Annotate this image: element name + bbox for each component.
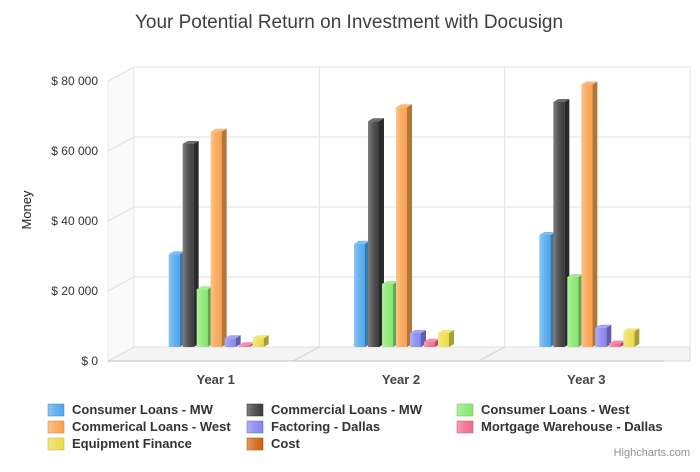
y-tick-label: $ 60 000 [51, 144, 98, 158]
bar-top [396, 104, 412, 108]
bar [410, 333, 421, 347]
bar-top [252, 335, 269, 339]
bar [539, 235, 551, 347]
legend-item[interactable]: Commerical Loans - West [47, 419, 231, 434]
legend: Consumer Loans - MW Commercial Loans - MW… [47, 402, 663, 451]
y-axis-title: Money [19, 190, 34, 230]
bar-side [263, 335, 269, 347]
bar-side [606, 324, 612, 347]
legend-label: Commerical Loans - West [72, 419, 231, 434]
legend-swatch [246, 420, 264, 434]
bar-top [382, 281, 398, 284]
bar [424, 341, 435, 347]
bar [553, 102, 565, 347]
bar [438, 333, 449, 347]
bar-top [539, 232, 556, 235]
category-separator-floor [293, 346, 320, 362]
bar-top [567, 274, 584, 277]
bar-side [634, 328, 640, 347]
legend-swatch [246, 437, 264, 451]
bar [354, 243, 365, 347]
bar-side [221, 128, 227, 347]
legend-item[interactable]: Factoring - Dallas [246, 419, 380, 434]
bar-top [410, 330, 426, 333]
bar [196, 289, 208, 347]
legend-label: Equipment Finance [72, 436, 192, 451]
y-gridline-side [107, 346, 135, 362]
y-gridline-side [107, 66, 135, 82]
bar-top [368, 118, 384, 122]
bar-top [581, 81, 598, 85]
bar-side [235, 335, 241, 347]
bar [609, 343, 621, 347]
bar-top [623, 328, 640, 332]
legend-item[interactable]: Consumer Loans - MW [47, 402, 214, 417]
legend-swatch [47, 437, 65, 451]
bar-top [238, 342, 255, 346]
bar-side [592, 81, 598, 347]
bar-top [196, 286, 213, 290]
bar-top [210, 128, 227, 132]
credit-link[interactable]: Highcharts.com [613, 447, 690, 459]
bar [581, 84, 593, 347]
bar-top [224, 335, 241, 339]
y-tick-label: $ 80 000 [51, 74, 98, 88]
legend-item[interactable]: Consumer Loans - West [456, 402, 630, 417]
bar [238, 345, 250, 347]
bar-top [424, 338, 440, 342]
legend-label: Factoring - Dallas [271, 419, 380, 434]
bar [224, 338, 236, 347]
legend-swatch [47, 403, 65, 417]
bar-top [609, 340, 626, 344]
bar-side [407, 104, 412, 347]
bar [396, 107, 407, 347]
legend-swatch [47, 420, 65, 434]
x-tick-label: Year 3 [567, 372, 605, 387]
x-tick-label: Year 2 [382, 372, 420, 387]
bar [368, 121, 379, 347]
bar [567, 277, 579, 347]
bar-top [354, 240, 370, 244]
x-tick-label: Year 1 [197, 372, 235, 387]
bar [168, 254, 180, 347]
category-separator-floor [478, 346, 505, 362]
y-gridline-side [107, 136, 135, 152]
legend-item[interactable]: Cost [246, 436, 301, 451]
legend-label: Consumer Loans - West [481, 402, 630, 417]
bar-top [182, 141, 199, 144]
legend-item[interactable]: Equipment Finance [47, 436, 192, 451]
legend-swatch [456, 403, 474, 417]
bar-top [553, 99, 570, 102]
plot-area: $ 0 $ 20 000 $ 40 000 $ 60 000 $ 80 000 Year … [51, 66, 691, 387]
y-gridline-side [107, 276, 135, 292]
bar [595, 327, 607, 347]
bar [210, 131, 222, 347]
y-tick-label: $ 20 000 [51, 284, 98, 298]
legend-label: Consumer Loans - MW [72, 402, 214, 417]
bar [182, 144, 194, 347]
bar [382, 284, 393, 347]
legend-label: Commercial Loans - MW [271, 402, 423, 417]
bar [252, 338, 264, 347]
bar [623, 331, 635, 347]
bar-top [168, 251, 185, 255]
y-tick-label: $ 40 000 [51, 214, 98, 228]
y-tick-label: $ 0 [81, 354, 98, 368]
legend-swatch [246, 403, 264, 417]
bar-top [595, 324, 612, 328]
bar-top [438, 330, 454, 333]
legend-swatch [456, 420, 474, 434]
legend-item[interactable]: Commercial Loans - MW [246, 402, 423, 417]
plot-floor [107, 346, 691, 362]
chart-title: Your Potential Return on Investment with… [135, 12, 563, 33]
legend-label: Cost [271, 436, 301, 451]
legend-item[interactable]: Mortgage Warehouse - Dallas [456, 419, 663, 434]
bar-side [449, 330, 454, 347]
legend-label: Mortgage Warehouse - Dallas [481, 419, 663, 434]
y-gridline-side [107, 206, 135, 222]
